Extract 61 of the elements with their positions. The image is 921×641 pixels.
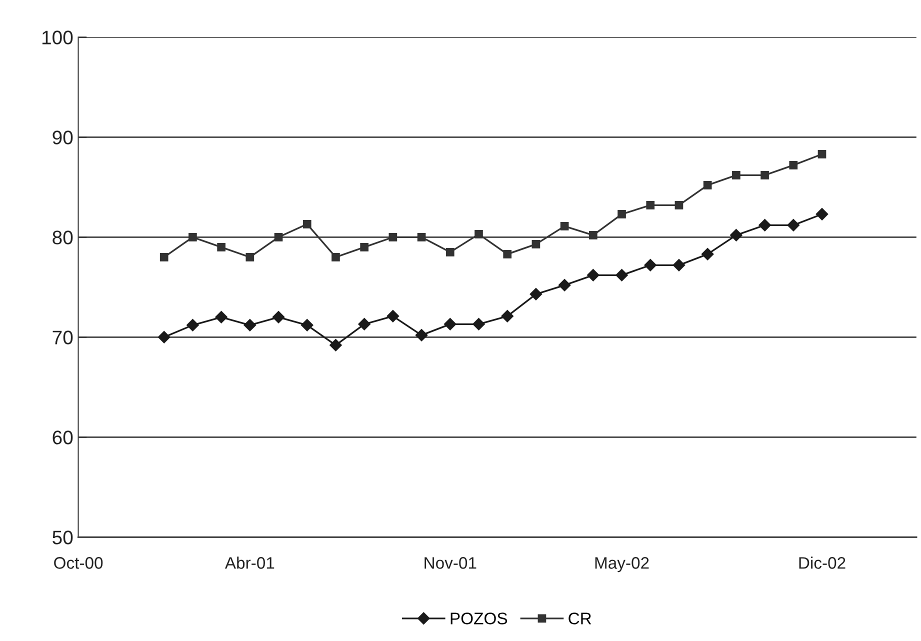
point: [532, 240, 540, 248]
point: [503, 250, 512, 258]
point: [701, 248, 714, 260]
point: [560, 222, 569, 230]
legend-label: POZOS: [450, 612, 508, 624]
point: [244, 319, 256, 332]
point: [703, 181, 712, 190]
point: [472, 318, 485, 330]
point: [330, 339, 342, 352]
point: [530, 288, 542, 300]
point: [558, 279, 571, 292]
point: [674, 201, 684, 210]
y-tick-label: 60: [52, 430, 73, 444]
x-tick-label: Oct-00: [54, 557, 103, 569]
y-tick-label: 90: [52, 130, 73, 144]
point: [274, 233, 283, 242]
point: [332, 253, 340, 262]
point: [215, 311, 228, 324]
point: [789, 161, 798, 170]
point: [618, 210, 626, 218]
point: [589, 231, 598, 240]
point: [787, 219, 800, 232]
point: [616, 269, 628, 282]
point: [646, 201, 655, 210]
legend-label: CR: [568, 612, 592, 624]
point: [388, 233, 398, 242]
x-tick-label: Dic-02: [799, 556, 846, 569]
x-tick-label: Abr-01: [224, 556, 274, 569]
point: [730, 229, 742, 242]
point: [760, 171, 769, 180]
point: [816, 208, 828, 220]
point: [217, 243, 226, 252]
point: [386, 310, 400, 322]
point: [587, 269, 600, 282]
y-tick-label: 100: [42, 30, 73, 44]
y-tick-label: 70: [52, 330, 73, 344]
y-tick-label: 50: [52, 530, 73, 544]
point: [501, 310, 514, 322]
point: [415, 329, 428, 342]
point: [644, 259, 656, 272]
point: [301, 319, 314, 332]
point: [758, 219, 771, 232]
point: [818, 150, 826, 158]
point: [186, 319, 199, 332]
point: [358, 318, 370, 330]
x-tick-label: Nov-01: [424, 557, 476, 569]
y-tick-label: 80: [52, 230, 73, 244]
point: [417, 233, 426, 242]
point: [446, 248, 454, 256]
point: [444, 318, 456, 330]
point: [272, 311, 285, 324]
point: [246, 253, 254, 262]
point: [160, 253, 168, 262]
point: [158, 331, 170, 344]
point: [360, 243, 368, 252]
point: [672, 259, 686, 272]
x-tick-label: May-02: [595, 557, 649, 572]
point: [302, 220, 312, 228]
point: [474, 230, 483, 238]
point: [188, 233, 197, 242]
point: [732, 171, 740, 180]
